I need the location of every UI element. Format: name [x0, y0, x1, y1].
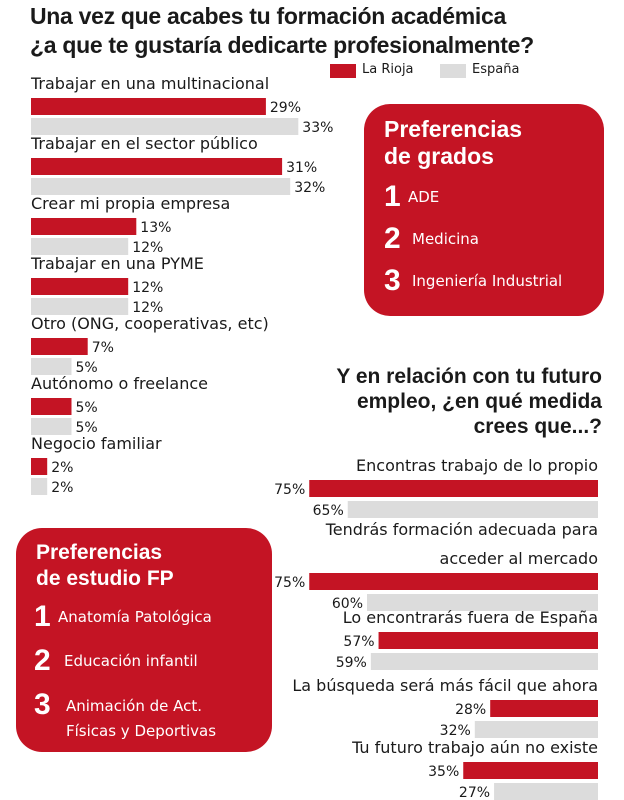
value-label: 75% [274, 482, 305, 498]
fp-item-3-line-1: Animación de Act. [66, 697, 203, 715]
fp-item-2: Educación infantil [64, 652, 198, 670]
q2-title-line-1: Y en relación con tu futuro [336, 365, 602, 388]
grados-box-title-line-2: de grados [384, 143, 494, 169]
bar-la-rioja [31, 338, 88, 355]
bar-la-rioja [31, 98, 266, 115]
value-label: 5% [76, 420, 98, 436]
legend-swatch-la-rioja [330, 64, 356, 78]
value-label: 33% [302, 120, 333, 136]
category-label: La búsqueda será más fácil que ahora [292, 676, 598, 695]
bar-la-rioja [309, 480, 598, 497]
fp-item-1: Anatomía Patológica [58, 608, 212, 626]
legend-label-la-rioja: La Rioja [362, 62, 414, 77]
bar-espana [370, 653, 598, 670]
value-label: 31% [286, 160, 317, 176]
bar-espana [494, 783, 598, 800]
fp-preferences-box: Preferencias de estudio FP 1 Anatomía Pa… [16, 528, 272, 752]
category-label: Lo encontrarás fuera de España [343, 608, 598, 627]
legend-swatch-espana [440, 64, 466, 78]
bar-espana [367, 594, 598, 611]
main-title-line-1: Una vez que acabes tu formación académic… [30, 3, 507, 29]
grados-rank-2: 2 [384, 222, 401, 255]
bar-la-rioja [31, 278, 129, 295]
value-label: 13% [140, 220, 171, 236]
bar-espana [474, 721, 598, 738]
category-label: Tu futuro trabajo aún no existe [351, 738, 598, 757]
category-label: Otro (ONG, cooperativas, etc) [31, 314, 269, 333]
category-label: Tendrás formación adecuada para [325, 520, 598, 539]
bar-espana [347, 501, 598, 518]
value-label: 2% [51, 480, 73, 496]
bar-la-rioja [31, 398, 72, 415]
value-label: 12% [132, 240, 163, 256]
category-label: Trabajar en una multinacional [30, 74, 269, 93]
value-label: 57% [343, 634, 374, 650]
value-label: 75% [274, 575, 305, 591]
value-label: 32% [294, 180, 325, 196]
bar-espana [31, 358, 72, 375]
bar-la-rioja [31, 158, 283, 175]
bar-espana [31, 118, 299, 135]
value-label: 7% [92, 340, 114, 356]
value-label: 32% [440, 723, 471, 739]
bar-la-rioja [490, 700, 598, 717]
fp-item-3-line-2: Físicas y Deportivas [66, 722, 217, 740]
bar-espana [31, 238, 129, 255]
category-label: Crear mi propia empresa [31, 194, 230, 213]
grados-preferences-box: Preferencias de grados 1 ADE 2 Medicina … [364, 104, 604, 316]
category-label: Autónomo o freelance [31, 374, 208, 393]
grados-box-title: Preferencias de grados [384, 116, 522, 170]
bar-espana [31, 298, 129, 315]
fp-box-title-line-1: Preferencias [36, 541, 163, 564]
main-title-line-2: ¿a que te gustaría dedicarte profesional… [30, 32, 534, 58]
bar-la-rioja [31, 458, 48, 475]
grados-rank-3: 3 [384, 264, 401, 297]
value-label: 5% [76, 400, 98, 416]
category-label: Negocio familiar [31, 434, 162, 453]
bar-espana [31, 178, 291, 195]
grados-rank-1: 1 [384, 180, 401, 213]
bar-la-rioja [309, 573, 598, 590]
value-label: 12% [132, 280, 163, 296]
value-label: 35% [428, 764, 459, 780]
category-label: Trabajar en el sector público [30, 134, 258, 153]
value-label: 2% [51, 460, 73, 476]
category-label: acceder al mercado [440, 549, 598, 568]
value-label: 29% [270, 100, 301, 116]
fp-rank-1: 1 [34, 600, 51, 633]
value-label: 59% [336, 655, 367, 671]
grados-item-2: Medicina [412, 230, 479, 248]
value-label: 65% [313, 503, 344, 519]
q2-title-line-2: empleo, ¿en qué medida [356, 390, 602, 413]
main-title: Una vez que acabes tu formación académic… [30, 2, 620, 60]
fp-box-title: Preferencias de estudio FP [36, 540, 174, 592]
bar-espana [31, 478, 48, 495]
bar-espana [31, 418, 72, 435]
q2-title: Y en relación con tu futuro empleo, ¿en … [290, 364, 602, 439]
category-label: Encontras trabajo de lo propio [356, 456, 598, 475]
value-label: 5% [76, 360, 98, 376]
bar-la-rioja [31, 218, 137, 235]
fp-item-3: Animación de Act. Físicas y Deportivas [66, 694, 216, 744]
q2-title-line-3: crees que...? [473, 415, 602, 438]
grados-item-1: ADE [408, 188, 440, 206]
bar-la-rioja [463, 762, 598, 779]
category-label: Trabajar en una PYME [30, 254, 204, 273]
fp-rank-3: 3 [34, 688, 51, 721]
fp-box-title-line-2: de estudio FP [36, 567, 174, 590]
grados-item-3: Ingeniería Industrial [412, 272, 563, 290]
value-label: 12% [132, 300, 163, 316]
grados-box-title-line-1: Preferencias [384, 116, 523, 142]
value-label: 60% [332, 596, 363, 612]
bar-la-rioja [378, 632, 598, 649]
fp-rank-2: 2 [34, 644, 51, 677]
value-label: 27% [459, 785, 490, 800]
legend-label-espana: España [472, 62, 520, 77]
value-label: 28% [455, 702, 486, 718]
